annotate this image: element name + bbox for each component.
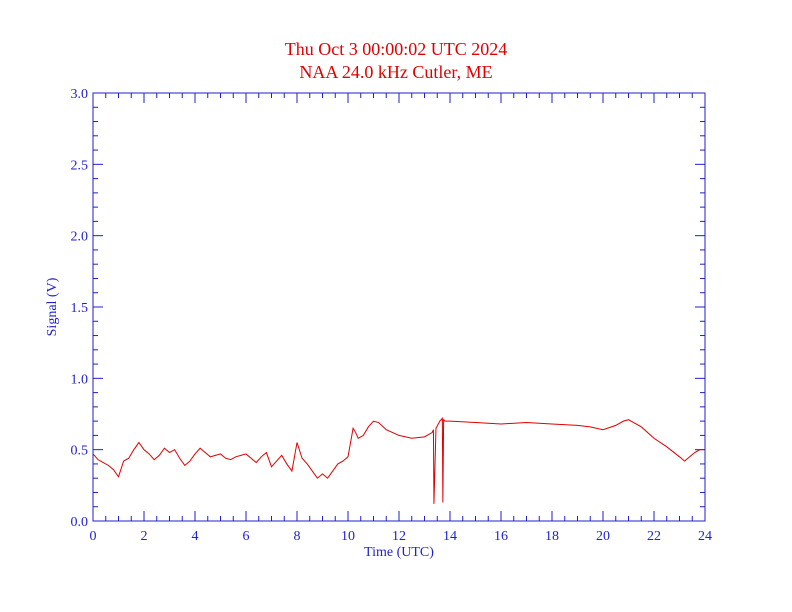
x-tick-label: 0	[90, 529, 97, 544]
x-axis-label: Time (UTC)	[364, 545, 434, 560]
plot-frame	[92, 92, 706, 522]
x-tick-label: 10	[341, 529, 355, 544]
y-axis-tick-labels: 0.0 0.5 1.0 1.5 2.0 2.5 3.0	[71, 87, 89, 530]
chart-title: Thu Oct 3 00:00:02 UTC 2024	[285, 39, 508, 59]
x-tick-label: 20	[596, 529, 610, 544]
x-tick-label: 22	[647, 529, 661, 544]
y-tick-label: 0.0	[71, 515, 89, 530]
x-tick-label: 16	[494, 529, 508, 544]
x-tick-label: 8	[294, 529, 301, 544]
x-tick-label: 12	[392, 529, 406, 544]
x-tick-label: 4	[192, 529, 199, 544]
x-tick-label: 14	[443, 529, 457, 544]
x-axis-ticks	[92, 93, 706, 521]
y-tick-label: 1.0	[71, 372, 89, 387]
x-axis-tick-labels: 0 2 4 6 8 10 12 14 16 18 20 22 24	[90, 529, 713, 544]
signal-series-line	[92, 416, 705, 504]
y-axis-label: Signal (V)	[45, 277, 60, 336]
chart-subtitle: NAA 24.0 kHz Cutler, ME	[299, 62, 492, 82]
x-tick-label: 18	[545, 529, 559, 544]
x-tick-label: 24	[698, 529, 712, 544]
y-tick-label: 2.5	[71, 158, 89, 173]
x-tick-label: 6	[243, 529, 250, 544]
y-tick-label: 2.0	[71, 230, 89, 245]
y-axis-ticks	[93, 92, 705, 522]
y-tick-label: 3.0	[71, 87, 89, 102]
x-tick-label: 2	[141, 529, 148, 544]
y-tick-label: 0.5	[71, 444, 89, 459]
y-tick-label: 1.5	[71, 301, 89, 316]
